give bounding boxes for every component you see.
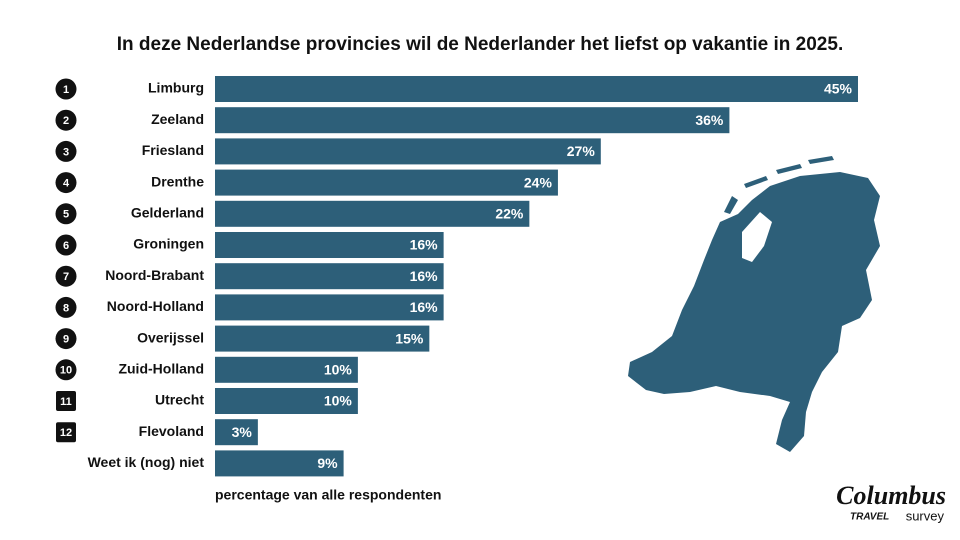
rank-badge	[55, 78, 77, 100]
rank-label: 6	[63, 240, 69, 252]
rank-label: 10	[60, 365, 72, 377]
rank-badge	[56, 422, 76, 443]
bar	[215, 325, 430, 352]
rank-badge	[56, 391, 76, 411]
rank-label: 1	[63, 84, 69, 96]
value-label: 16%	[410, 299, 439, 315]
bar	[215, 419, 258, 446]
category-label: Weet ik (nog) niet	[88, 454, 205, 470]
value-label: 45%	[824, 81, 853, 97]
category-label: Limburg	[148, 80, 204, 96]
category-label: Overijssel	[137, 329, 204, 345]
rank-badge	[55, 359, 77, 381]
rank-badge	[55, 140, 77, 162]
value-label: 24%	[524, 174, 553, 190]
rank-label: 12	[60, 427, 72, 439]
rank-badge	[55, 296, 77, 318]
bar	[215, 294, 444, 321]
value-label: 36%	[695, 112, 724, 128]
bar	[215, 263, 444, 290]
chart-title: In deze Nederlandse provincies wil de Ne…	[117, 34, 843, 55]
value-label: 16%	[410, 268, 439, 284]
value-label: 15%	[395, 330, 424, 346]
rank-label: 8	[63, 302, 69, 314]
value-label: 27%	[567, 143, 596, 159]
rank-badge	[55, 172, 77, 194]
rank-label: 5	[63, 209, 69, 221]
category-label: Zuid-Holland	[118, 361, 204, 377]
category-label: Noord-Brabant	[105, 267, 204, 283]
value-label: 3%	[232, 424, 253, 440]
category-label: Drenthe	[151, 173, 204, 189]
category-label: Gelderland	[131, 205, 204, 221]
x-axis-label: percentage van alle respondenten	[215, 487, 441, 503]
rank-label: 11	[60, 396, 72, 408]
map	[628, 156, 880, 452]
rank-badge	[55, 234, 77, 256]
category-label: Groningen	[133, 236, 204, 252]
logo-name: Columbus	[836, 481, 946, 510]
bar	[215, 356, 358, 383]
map-water	[742, 212, 772, 262]
bar	[215, 450, 344, 477]
category-label: Zeeland	[151, 111, 204, 127]
rank-badge	[55, 203, 77, 225]
value-label: 10%	[324, 393, 353, 409]
bar	[215, 138, 601, 165]
bar	[215, 200, 530, 227]
category-label: Utrecht	[155, 392, 204, 408]
value-label: 22%	[495, 206, 524, 222]
rank-label: 3	[63, 146, 69, 158]
rank-badge	[55, 109, 77, 131]
category-label: Noord-Holland	[107, 298, 204, 314]
logo-line1: TRAVEL	[850, 512, 889, 523]
category-label: Friesland	[142, 142, 204, 158]
rank-badge	[55, 265, 77, 287]
bar	[215, 169, 558, 196]
logo-line2: survey	[906, 508, 945, 523]
bar	[215, 76, 858, 102]
bar	[215, 388, 358, 414]
rank-badge	[55, 328, 77, 350]
category-label: Flevoland	[139, 423, 204, 439]
rank-label: 4	[63, 178, 70, 190]
bar	[215, 107, 730, 134]
rank-label: 2	[63, 115, 69, 127]
value-label: 9%	[317, 455, 338, 471]
bar	[215, 232, 444, 258]
rank-label: 9	[63, 334, 69, 346]
value-label: 16%	[410, 237, 439, 253]
rank-label: 7	[63, 271, 69, 283]
value-label: 10%	[324, 362, 353, 378]
